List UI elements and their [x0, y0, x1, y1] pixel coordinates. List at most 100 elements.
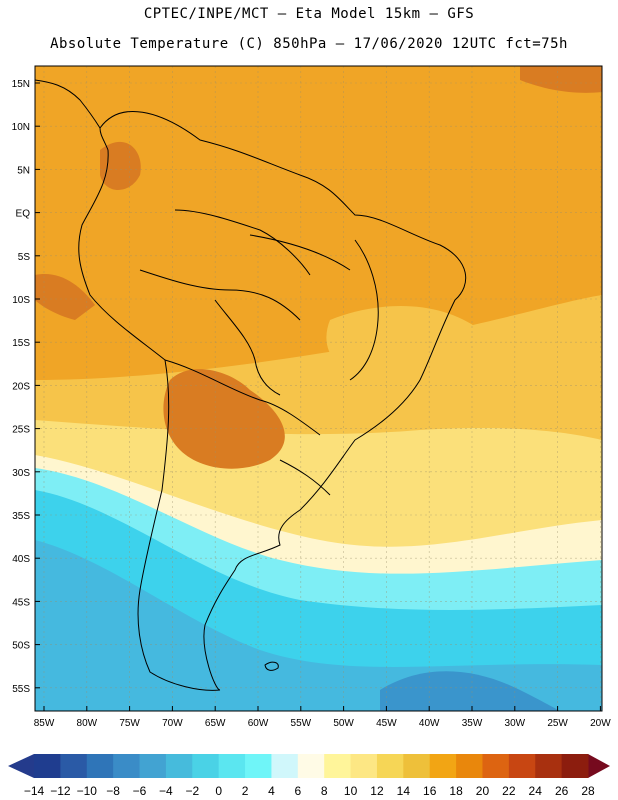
colorbar-swatch: [245, 754, 272, 778]
country-border: [249, 234, 351, 271]
colorbar-swatch: [429, 754, 457, 778]
lat-label: 25S: [12, 425, 30, 436]
country-border: [139, 269, 301, 321]
lat-label: 30S: [12, 468, 30, 479]
colorbar-label: −12: [50, 784, 71, 798]
country-border: [279, 459, 331, 496]
lat-label: 10S: [12, 295, 30, 306]
lon-label: 80W: [77, 718, 98, 729]
colorbar-label: 20: [476, 784, 490, 798]
colorbar-label: 26: [555, 784, 569, 798]
colorbar-swatch: [508, 754, 536, 778]
field-blue-light-band: [35, 540, 602, 711]
country-border: [214, 299, 281, 396]
colorbar-swatch: [297, 754, 325, 778]
lat-label: 15N: [12, 79, 30, 90]
lon-label: 70W: [162, 718, 183, 729]
lon-label: 40W: [419, 718, 440, 729]
colorbar-label: 2: [242, 784, 249, 798]
colorbar-label: 6: [294, 784, 301, 798]
colorbar-swatch: [456, 754, 483, 778]
field-light-patch: [326, 306, 480, 380]
colorbar-swatch: [350, 754, 378, 778]
country-border: [349, 239, 379, 381]
colorbar: −14 −12 −10 −8 −6 −4 −2 0 2 4 6 8 10 12 14 16 18 20 22 24 26…: [8, 754, 610, 798]
colorbar-swatch: [271, 754, 299, 778]
lon-label: 85W: [34, 718, 55, 729]
temperature-field: [35, 66, 602, 711]
colorbar-swatches: [34, 754, 589, 778]
colorbar-label: −4: [159, 784, 173, 798]
lat-label: 15S: [12, 338, 30, 349]
colorbar-labels: −14 −12 −10 −8 −6 −4 −2 0 2 4 6 8 10 12 14 16 18 20 22 24 26…: [24, 784, 595, 798]
lat-label: 35S: [12, 511, 30, 522]
colorbar-label: 22: [502, 784, 516, 798]
lon-label: 55W: [291, 718, 312, 729]
lat-label: 10N: [12, 122, 30, 133]
lat-label: 40S: [12, 554, 30, 565]
lon-label: 45W: [376, 718, 397, 729]
map-title-line2: Absolute Temperature (C) 850hPa — 17/06/…: [50, 36, 568, 52]
colorbar-swatch: [561, 754, 589, 778]
colorbar-label: 18: [449, 784, 463, 798]
lon-label: 30W: [505, 718, 526, 729]
lon-label: 75W: [119, 718, 140, 729]
colorbar-swatch: [324, 754, 352, 778]
colorbar-label: 12: [370, 784, 384, 798]
colorbar-swatch: [376, 754, 404, 778]
colorbar-right-arrow: [588, 754, 610, 778]
colorbar-swatch: [86, 754, 114, 778]
coastlines: [35, 79, 467, 691]
lat-label: 55S: [12, 684, 30, 695]
central-america-coastline: [35, 79, 101, 129]
colorbar-left-arrow: [8, 754, 34, 778]
longitude-labels: 85W 80W 75W 70W 65W 60W 55W 50W 45W 40W 35W 30W 25W 2…: [34, 706, 611, 729]
lat-label: 5S: [18, 252, 31, 263]
field-warm-dark-patch: [35, 274, 95, 320]
colorbar-swatch: [60, 754, 88, 778]
colorbar-swatch: [403, 754, 431, 778]
lon-label: 50W: [333, 718, 354, 729]
lon-label: 65W: [205, 718, 226, 729]
colorbar-swatch: [218, 754, 246, 778]
map-title-line1: CPTEC/INPE/MCT — Eta Model 15km — GFS: [143, 6, 475, 22]
colorbar-label: 4: [268, 784, 275, 798]
colorbar-label: 16: [423, 784, 437, 798]
falklands-coastline: [264, 661, 279, 671]
colorbar-label: 24: [529, 784, 543, 798]
colorbar-swatch: [139, 754, 167, 778]
colorbar-swatch: [192, 754, 220, 778]
colorbar-label: −14: [24, 784, 45, 798]
lon-label: 60W: [248, 718, 269, 729]
colorbar-swatch: [165, 754, 193, 778]
lon-label: 35W: [462, 718, 483, 729]
colorbar-label: 8: [321, 784, 328, 798]
colorbar-label: 14: [397, 784, 411, 798]
field-warm-dark-patch: [163, 369, 285, 469]
field-warm-dark-patch: [100, 141, 141, 190]
colorbar-label: −8: [106, 784, 120, 798]
field-warm-dark-patch: [520, 66, 602, 93]
latitude-labels: 15N 10N 5N EQ 5S 10S 15S 20S 25S 30S 35S 40S 45S 50S 5…: [12, 79, 40, 695]
colorbar-label: 28: [581, 784, 595, 798]
lon-label: 20W: [590, 718, 611, 729]
lat-label: 45S: [12, 597, 30, 608]
lat-label: 50S: [12, 641, 30, 652]
country-border: [164, 359, 321, 436]
colorbar-swatch: [113, 754, 141, 778]
lon-label: 25W: [547, 718, 568, 729]
colorbar-label: −2: [185, 784, 199, 798]
colorbar-label: −6: [133, 784, 147, 798]
colorbar-swatch: [34, 754, 61, 778]
country-border: [174, 209, 311, 276]
lat-label: EQ: [16, 209, 31, 220]
map-frame: [34, 65, 603, 712]
south-america-coastline: [78, 110, 467, 691]
lat-label: 20S: [12, 381, 30, 392]
colorbar-label: 10: [344, 784, 358, 798]
lat-label: 5N: [17, 165, 30, 176]
colorbar-swatch: [535, 754, 563, 778]
colorbar-label: −10: [77, 784, 98, 798]
colorbar-swatch: [482, 754, 510, 778]
